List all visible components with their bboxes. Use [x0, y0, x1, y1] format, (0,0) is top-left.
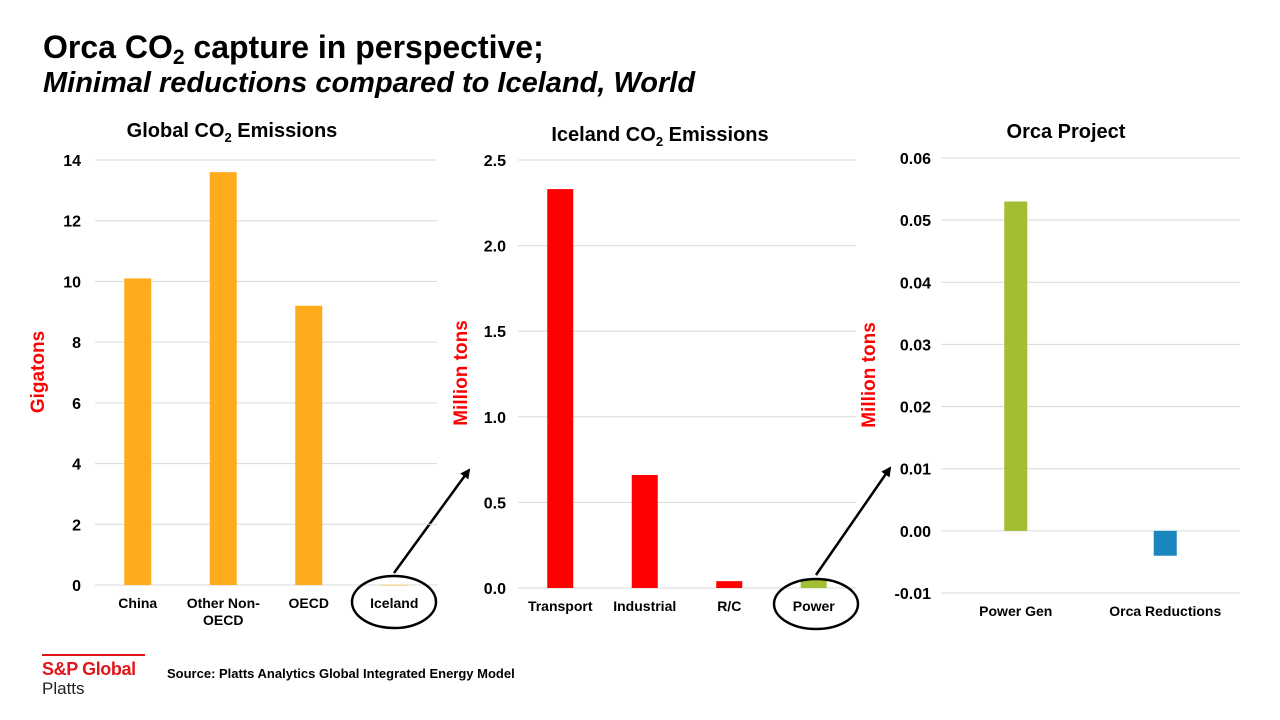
x-tick-label: China [118, 595, 157, 611]
highlight-circle [350, 574, 438, 630]
x-tick-label-line: Transport [528, 598, 593, 614]
bar [124, 278, 152, 585]
logo-sub: Platts [42, 679, 85, 698]
y-tick-label: 0.06 [900, 151, 931, 168]
chart-title-text-end: Emissions [232, 120, 338, 142]
title-block: Orca CO2 capture in perspective; Minimal… [43, 28, 695, 100]
chart-title-subscript: 2 [656, 134, 663, 149]
x-tick-label: Orca Reductions [1109, 603, 1221, 619]
x-tick-label-line: China [118, 595, 157, 611]
arrow-iceland-to-chart [392, 468, 471, 574]
y-tick-label: 0.01 [900, 462, 931, 479]
title-rest: capture in perspective; [184, 29, 544, 65]
y-tick-label: 1.0 [484, 410, 506, 427]
y-tick-label: 2.0 [484, 239, 506, 256]
bar [800, 579, 827, 588]
y-tick-label: 4 [72, 457, 81, 474]
title-main: Orca CO [43, 29, 173, 65]
y-tick-label: 2 [72, 517, 81, 534]
bar [380, 584, 408, 586]
y-axis-label: Million tons [451, 320, 472, 426]
chart-2: 0.0 0.5 1.0 1.5 2.0 2.5 Iceland CO2 Emissions M… [451, 124, 860, 631]
y-tick-label: 2.5 [484, 153, 506, 170]
y-tick-label: 1.5 [484, 324, 506, 341]
x-tick-label-line: Power [793, 598, 836, 614]
chart-title-text: Orca Project [1007, 121, 1126, 143]
x-tick-label-line: R/C [717, 598, 741, 614]
chart-title-text: Iceland CO [551, 124, 655, 146]
y-tick-label: 12 [63, 214, 81, 231]
chart-title-text-end: Emissions [663, 124, 769, 146]
x-tick-label: Other Non-OECD [187, 595, 260, 628]
x-tick-label-line: Industrial [613, 598, 676, 614]
y-tick-label: -0.01 [895, 586, 932, 603]
bar [209, 172, 237, 585]
bar [1004, 201, 1028, 531]
x-tick-label: Industrial [613, 598, 676, 614]
x-tick-label-line: Power Gen [979, 603, 1052, 619]
chart-title: Orca Project [1007, 121, 1126, 143]
y-tick-label: 0 [72, 578, 81, 595]
x-tick-label-line: OECD [289, 595, 329, 611]
x-tick-label: Power Gen [979, 603, 1052, 619]
y-axis-label: Million tons [859, 322, 880, 428]
chart-title: Global CO2 Emissions [127, 120, 338, 145]
x-tick-label: Power [793, 598, 836, 614]
title-subscript: 2 [172, 46, 185, 69]
arrow-power-to-chart [814, 466, 892, 576]
y-tick-label: 0.02 [900, 400, 931, 417]
y-tick-label: 0.5 [484, 495, 506, 512]
page-title: Orca CO2 capture in perspective; [43, 28, 695, 69]
y-tick-label: 0.04 [900, 275, 931, 292]
bar [1153, 530, 1177, 556]
chart-title-text: Global CO [127, 120, 225, 142]
y-tick-label: 0.00 [900, 524, 931, 541]
x-tick-label: R/C [717, 598, 741, 614]
y-tick-label: 8 [72, 335, 81, 352]
y-axis-label: Gigatons [28, 331, 49, 413]
y-tick-label: 0.0 [484, 581, 506, 598]
y-tick-label: 10 [63, 274, 81, 291]
x-tick-label-line: Iceland [370, 595, 418, 611]
x-tick-label-line: Other Non- [187, 595, 260, 611]
bar [547, 189, 574, 588]
source-note: Source: Platts Analytics Global Integrat… [167, 666, 515, 681]
x-tick-label: Transport [528, 598, 593, 614]
bar [716, 581, 743, 588]
chart-3: -0.01 0.00 0.01 0.02 0.03 0.04 0.05 0.06 Orca Pr… [859, 121, 1240, 619]
bar [295, 305, 323, 585]
sp-global-platts-logo: S&P Global Platts [42, 654, 145, 699]
bar [631, 475, 658, 588]
y-tick-label: 6 [72, 396, 81, 413]
logo-name: S&P Global [42, 659, 136, 679]
x-tick-label: Iceland [370, 595, 418, 611]
x-tick-label-line: OECD [203, 612, 243, 628]
y-tick-label: 0.05 [900, 213, 931, 230]
y-tick-label: 0.03 [900, 337, 931, 354]
y-tick-label: 14 [63, 153, 81, 170]
x-tick-label-line: Orca Reductions [1109, 603, 1221, 619]
x-tick-label: OECD [289, 595, 329, 611]
chart-title-subscript: 2 [224, 130, 231, 145]
logo-bar [42, 654, 145, 656]
chart-title: Iceland CO2 Emissions [551, 124, 768, 149]
page-subtitle: Minimal reductions compared to Iceland, … [43, 67, 696, 99]
highlight-circle [772, 577, 860, 631]
